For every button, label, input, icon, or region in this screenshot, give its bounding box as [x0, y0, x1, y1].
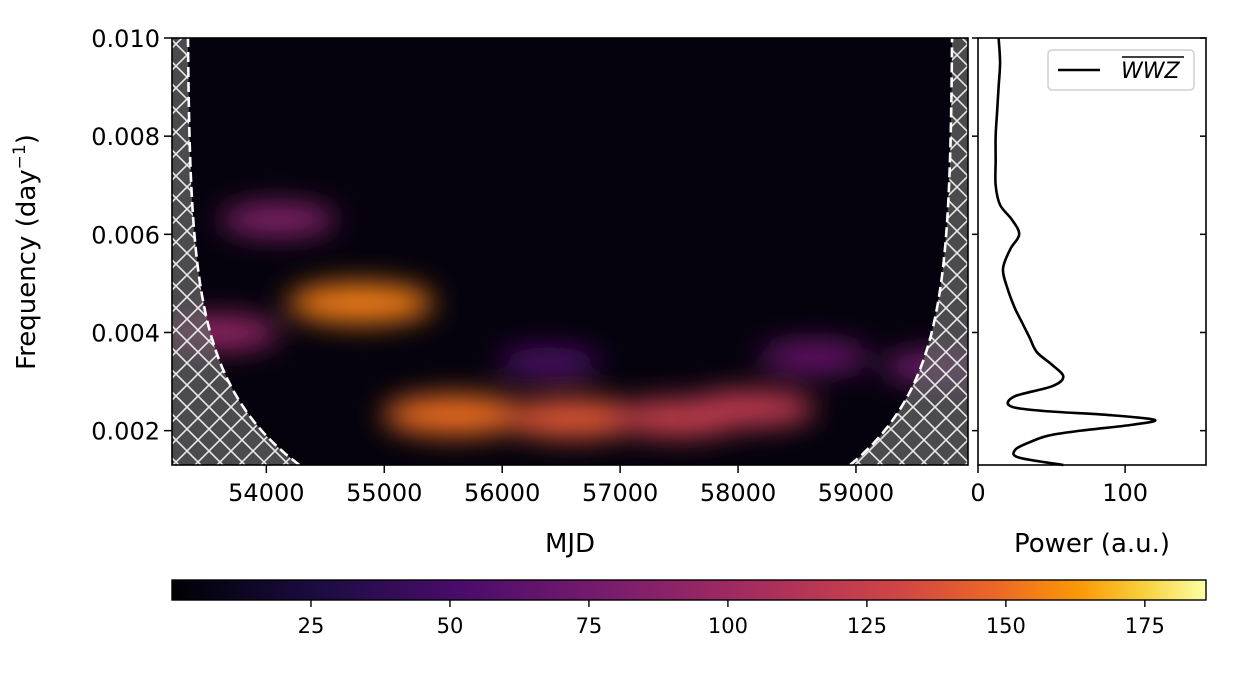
x-axis-label: MJD — [545, 529, 595, 559]
colorbar-ticks: 25 50 75 100 125 150 175 — [298, 600, 1165, 638]
heatmap-y-ticks: 0.002 0.004 0.006 0.008 0.010 — [91, 25, 172, 446]
power-x-tick-label: 0 — [970, 479, 985, 507]
y-axis-label: Frequency (day−1) — [10, 134, 42, 370]
colorbar-tick-label: 100 — [708, 614, 748, 638]
y-tick-label: 0.008 — [91, 123, 160, 151]
heatmap-background — [172, 38, 968, 465]
y-tick-label: 0.010 — [91, 25, 160, 53]
y-axis-label-close: ) — [12, 134, 42, 144]
colorbar-tick-label: 25 — [298, 614, 325, 638]
heatmap-hotspot — [684, 390, 816, 428]
x-tick-label: 59000 — [818, 479, 894, 507]
x-tick-label: 57000 — [582, 479, 658, 507]
x-tick-label: 56000 — [464, 479, 540, 507]
x-tick-label: 54000 — [228, 479, 304, 507]
coi-right-edge — [849, 38, 954, 465]
colorbar — [171, 579, 1207, 601]
heatmap-hotspot — [502, 398, 644, 438]
colorbar-tick-label: 150 — [986, 614, 1026, 638]
coi-left-edge — [186, 38, 301, 465]
colorbar-tick-label: 75 — [576, 614, 603, 638]
power-y-ticks — [972, 37, 1206, 432]
power-axis-label: Power (a.u.) — [1014, 529, 1170, 559]
y-tick-label: 0.004 — [91, 319, 160, 347]
x-tick-label: 55000 — [346, 479, 422, 507]
wavelet-heatmap-panel — [172, 38, 968, 465]
heatmap-x-ticks: 54000 55000 56000 57000 58000 59000 — [228, 465, 894, 507]
power-x-ticks: 0 100 — [970, 465, 1148, 507]
legend-box — [1047, 49, 1195, 91]
y-tick-label: 0.002 — [91, 418, 160, 446]
heatmap-hotspot — [382, 394, 528, 436]
coi-right-hatch — [850, 38, 968, 465]
legend: WWZ — [1047, 49, 1195, 91]
power-panel-frame — [977, 37, 1207, 466]
wwz-power-curve — [994, 37, 1157, 467]
heatmap-frame — [171, 37, 969, 466]
legend-label: WWZ — [1121, 59, 1181, 84]
coi-left-hatch — [172, 38, 300, 465]
colorbar-tick-label: 175 — [1125, 614, 1165, 638]
heatmap-hotspot — [497, 346, 602, 377]
colorbar-tick-label: 50 — [437, 614, 464, 638]
heatmap-hotspot — [759, 341, 870, 373]
cone-of-influence — [172, 38, 968, 465]
power-x-tick-label: 100 — [1102, 479, 1148, 507]
colorbar-tick-label: 125 — [847, 614, 887, 638]
heatmap-hotspot — [219, 203, 337, 237]
heatmap-hotspot — [287, 282, 435, 324]
y-tick-label: 0.006 — [91, 221, 160, 249]
x-tick-label: 58000 — [700, 479, 776, 507]
y-axis-label-superscript: −1 — [10, 144, 30, 169]
